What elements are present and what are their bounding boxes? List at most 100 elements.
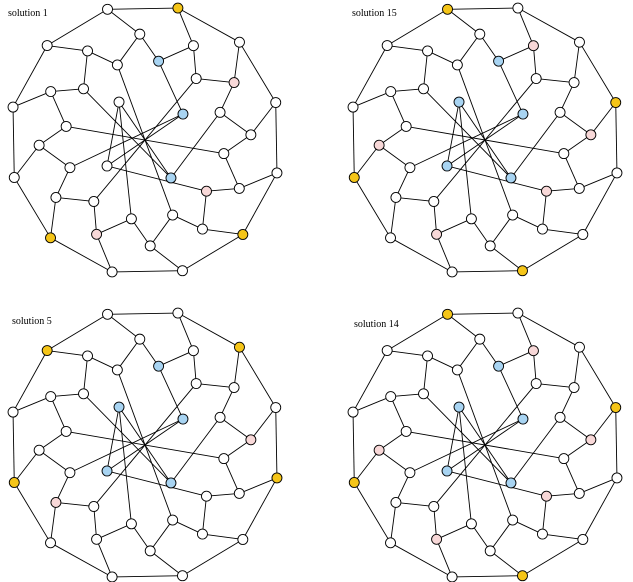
graph-node (530, 378, 542, 389)
graph-edge (395, 472, 411, 503)
graph-edge (390, 237, 453, 273)
graph-node (428, 501, 440, 512)
graph-edge (559, 387, 575, 418)
graph-node (245, 434, 257, 446)
graph-edge (447, 312, 518, 315)
graph-edge (202, 496, 207, 535)
graph-edge (12, 45, 48, 108)
graph-edge (352, 107, 355, 178)
graph-edge (250, 102, 277, 136)
graph-edge (202, 533, 243, 540)
graph-edge (275, 407, 278, 478)
graph-node (167, 209, 179, 221)
graph-edge (182, 234, 244, 272)
graph-node (218, 148, 230, 160)
graph-edge (582, 477, 618, 540)
graph-edge (386, 313, 448, 351)
graph-node (585, 434, 597, 446)
graph-edge (512, 214, 543, 230)
graph-node (517, 570, 528, 582)
graph-node (442, 3, 453, 15)
graph-edge (12, 91, 51, 108)
graph-edge (96, 234, 113, 273)
graph-edge (139, 338, 159, 367)
graph-edge (177, 7, 240, 43)
graph-edge (390, 91, 407, 127)
graph-node (111, 59, 123, 71)
graph-edge (170, 417, 221, 484)
graph-edge (139, 33, 159, 62)
graph-edge (106, 101, 120, 167)
graph-edge (423, 50, 428, 89)
nodes (347, 307, 623, 582)
graph-edge (93, 506, 98, 540)
graph-node (271, 472, 283, 484)
graph-edge (13, 482, 51, 544)
graph-node (507, 209, 519, 221)
graph-edge (427, 50, 458, 66)
graph-node (172, 307, 184, 319)
graph-node (451, 364, 463, 376)
graph-edge (38, 144, 71, 169)
edges (352, 7, 618, 273)
graph-edge (107, 313, 141, 340)
graph-edge (395, 197, 434, 202)
graph-node (400, 425, 412, 437)
graph-edge (546, 187, 580, 192)
graph-edge (517, 7, 534, 46)
graph-node (347, 101, 359, 113)
graph-node (106, 266, 118, 278)
graph-edge (559, 82, 575, 113)
graph-edge (546, 492, 580, 497)
graph-node (237, 229, 249, 240)
graph-node (214, 411, 226, 423)
graph-node (101, 160, 113, 172)
graph-edge (390, 197, 397, 238)
graph-node (237, 534, 249, 545)
graph-node (541, 185, 552, 197)
graph-edge (390, 542, 453, 578)
graph-node (134, 333, 146, 345)
graph-edge (423, 355, 428, 394)
graph-edge (12, 396, 51, 413)
graph-edge (542, 228, 583, 235)
graph-edge (489, 214, 514, 247)
graph-edge (498, 350, 534, 367)
graph-node (517, 108, 529, 120)
graph-node (234, 341, 245, 353)
graph-edge (206, 187, 240, 192)
graph-edge (158, 45, 194, 62)
graph-node (82, 350, 93, 362)
graph-edge (131, 218, 151, 247)
nodes (7, 2, 283, 278)
graph-edge (536, 78, 575, 83)
graph-edge (590, 102, 617, 136)
graph-edge (510, 112, 561, 179)
graph-edge (458, 406, 472, 524)
graph-node (373, 139, 385, 151)
graph-node (165, 477, 177, 489)
graph-edge (149, 519, 174, 552)
graph-edge (13, 144, 40, 178)
graph-node (517, 265, 528, 277)
graph-edge (436, 218, 472, 235)
graph-edge (13, 177, 51, 239)
graph-edge (573, 42, 580, 83)
graph-edge (433, 506, 438, 540)
graph-edge (69, 113, 184, 169)
graph-node (418, 388, 429, 400)
graph-edge (452, 575, 523, 578)
graph-node (45, 391, 57, 403)
graph-node (45, 232, 56, 244)
graph-edge (47, 45, 88, 52)
graph-node (431, 228, 443, 240)
graph-edge (112, 575, 183, 578)
graph-edge (172, 519, 203, 535)
graph-node (390, 497, 402, 508)
graph-edge (239, 346, 277, 408)
graph-edge (446, 470, 547, 497)
graph-node (125, 518, 137, 530)
graph-edge (579, 346, 617, 408)
graph-edge (427, 355, 458, 371)
graph-edge (131, 523, 151, 552)
